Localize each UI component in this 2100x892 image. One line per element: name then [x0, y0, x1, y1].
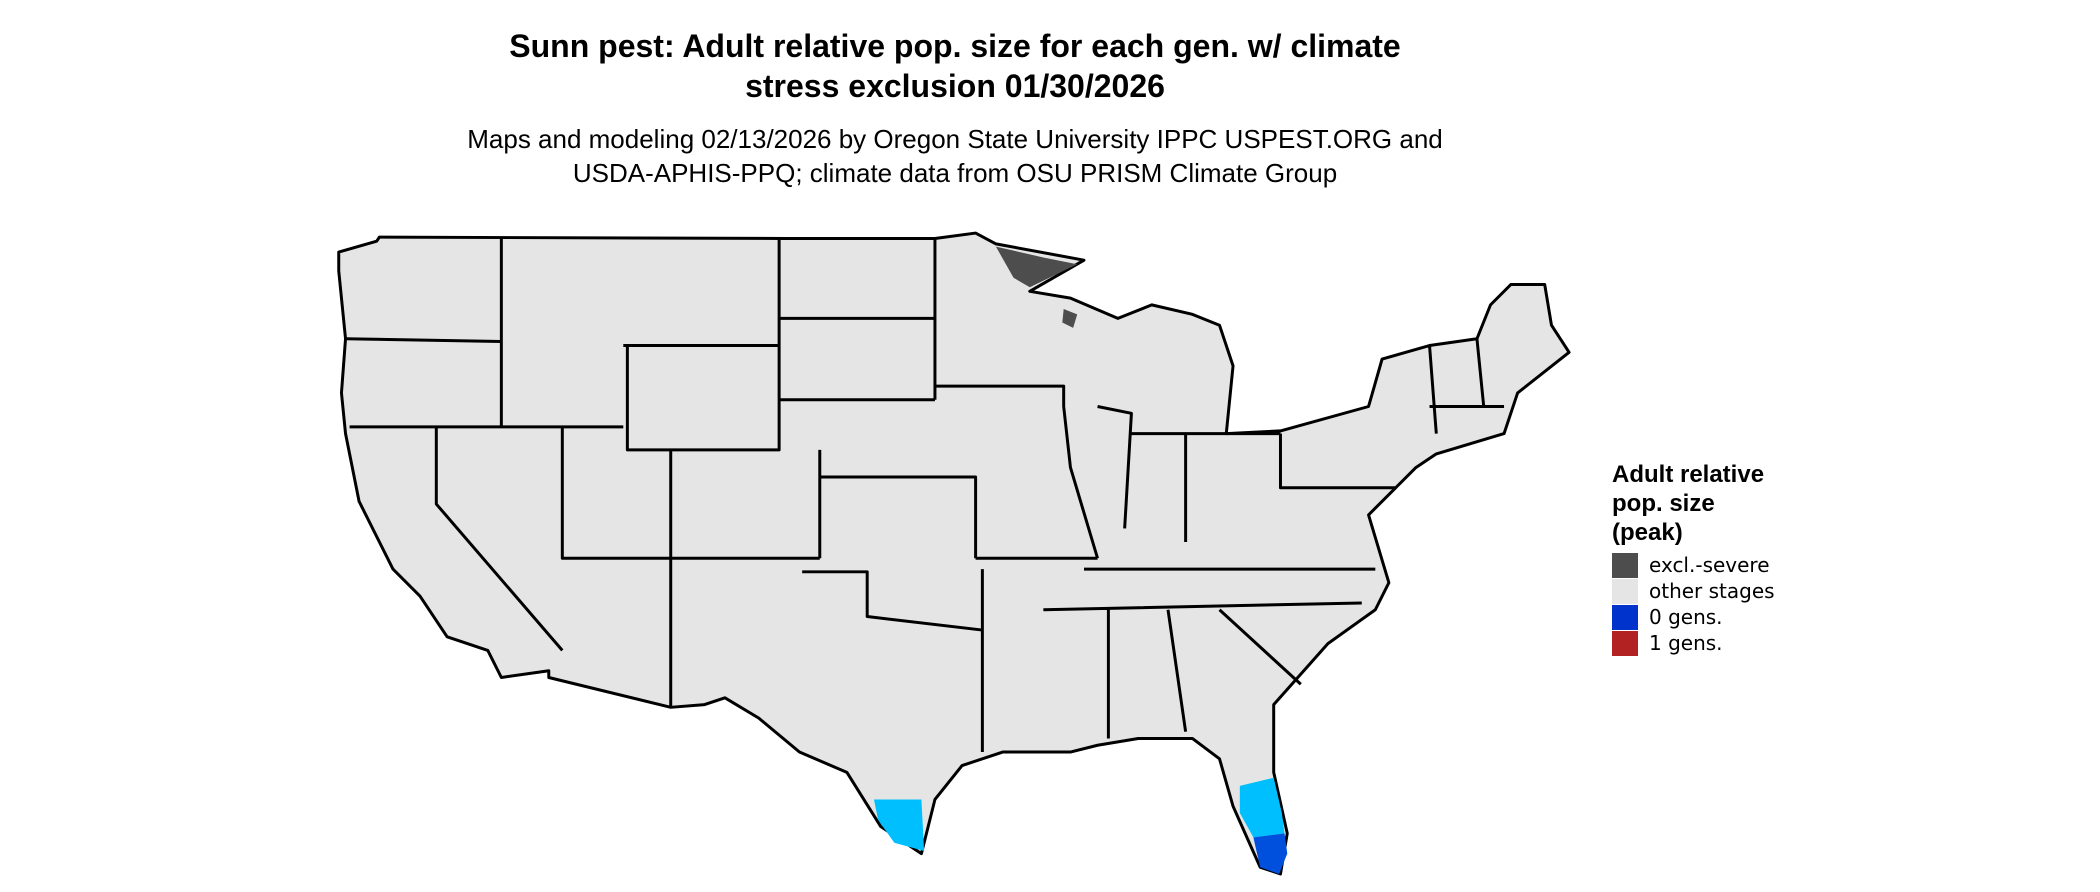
subtitle-line: USDA-APHIS-PPQ; climate data from OSU PR…: [573, 158, 1337, 188]
map: [337, 231, 1571, 876]
legend-label: other stages: [1649, 579, 1775, 603]
legend-label: 0 gens.: [1649, 605, 1723, 629]
title-line: stress exclusion 01/30/2026: [745, 68, 1165, 104]
legend-title: (peak): [1612, 519, 1683, 546]
region-light-blue: [873, 777, 1285, 851]
legend-title: Adult relative: [1612, 461, 1764, 488]
legend-swatch: [1612, 631, 1638, 656]
subtitle-line: Maps and modeling 02/13/2026 by Oregon S…: [467, 124, 1443, 154]
us-outline: [337, 231, 1571, 876]
region-blue: [1253, 833, 1288, 874]
state-borders: [345, 238, 1505, 753]
legend-title: pop. size: [1612, 490, 1715, 517]
title-line: Sunn pest: Adult relative pop. size for …: [509, 28, 1400, 64]
legend-label: excl.-severe: [1649, 553, 1770, 577]
region-dark-grey: [995, 246, 1078, 328]
legend-swatch: [1612, 605, 1638, 630]
legend-swatch: [1612, 553, 1638, 578]
legend-swatch: [1612, 579, 1638, 604]
legend-label: 1 gens.: [1649, 631, 1723, 655]
